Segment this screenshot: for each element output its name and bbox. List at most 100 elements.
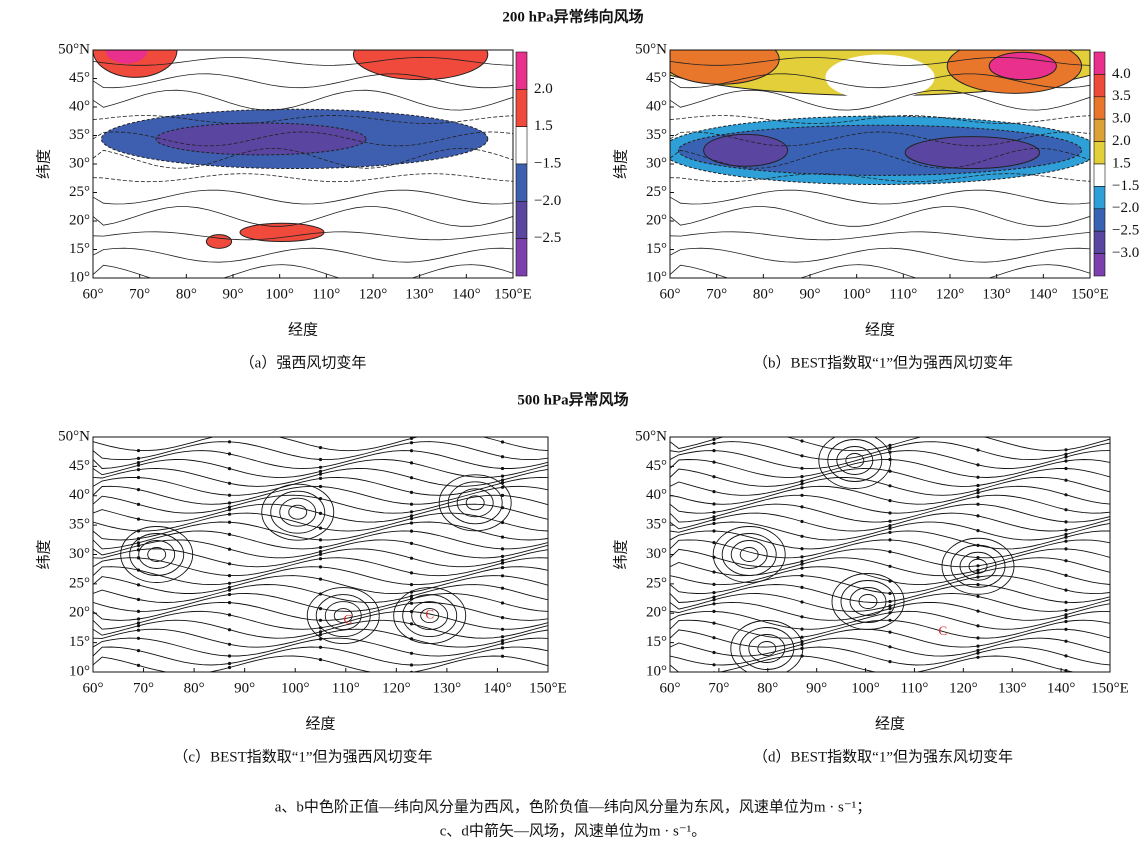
arrow-head [800, 520, 803, 523]
figure: 200 hPa异常纬向风场 500 hPa异常风场 a、b中色阶正值—纬向风分量… [0, 0, 1147, 848]
arrow-head [712, 591, 715, 594]
arrow-head [228, 521, 231, 524]
vortex [749, 635, 785, 663]
arrow-head [976, 484, 979, 487]
arrow-head [1064, 493, 1067, 496]
arrow-head [712, 602, 715, 605]
arrow-head [501, 628, 504, 631]
y-axis-label: 纬度 [612, 539, 629, 569]
x-tick-label: 130° [982, 286, 1011, 302]
arrow-head [1064, 559, 1067, 562]
colorbar-segment [516, 201, 527, 238]
colorbar-segment [516, 239, 527, 276]
x-tick-label: 150°E [494, 286, 532, 302]
arrow-head [888, 672, 891, 675]
colorbar-label: 2.0 [1112, 133, 1131, 149]
arrow-head [410, 622, 413, 625]
arrow-head [712, 610, 715, 613]
streamline [670, 540, 1110, 558]
arrow-head [228, 582, 231, 585]
arrow-head [712, 518, 715, 521]
arrow-head [800, 439, 803, 442]
x-tick-label: 130° [405, 286, 434, 302]
colorbar-segment [1094, 186, 1105, 208]
arrow-head [137, 617, 140, 620]
vortex [148, 548, 166, 562]
y-tick-label: 10° [646, 663, 667, 679]
note: a、b中色阶正值—纬向风分量为西风，色阶负值—纬向风分量为东风，风速单位为m ·… [275, 798, 872, 815]
x-tick-label: 90° [223, 286, 244, 302]
y-tick-label: 20° [646, 212, 667, 228]
y-tick-label: 25° [69, 184, 90, 200]
arrow-head [410, 583, 413, 586]
arrow-head [410, 461, 413, 464]
arrow-head [712, 598, 715, 601]
contour [670, 207, 1090, 227]
section-title: 500 hPa异常风场 [517, 390, 628, 408]
arrow-head [800, 505, 803, 508]
arrow-head [976, 656, 979, 659]
arrow-head [1064, 540, 1067, 543]
contour [670, 265, 1090, 285]
arrow-head [712, 663, 715, 666]
arrow-head [228, 513, 231, 516]
arrow-head [800, 486, 803, 489]
arrow-head [1064, 574, 1067, 577]
arrow-head [319, 477, 322, 480]
arrow-head [228, 501, 231, 504]
arrow-head [976, 495, 979, 498]
arrow-head [228, 593, 231, 596]
arrow-head [501, 642, 504, 645]
arrow-head [137, 624, 140, 627]
colorbar-label: −2.5 [1112, 223, 1139, 239]
arrow-head [888, 600, 891, 603]
caption: （b）BEST指数取“1”但为强西风切变年 [753, 354, 1013, 371]
arrow-head [800, 482, 803, 485]
arrow-head [137, 544, 140, 547]
shade [156, 123, 366, 155]
colorbar-label: −2.5 [534, 230, 561, 246]
arrow-head [319, 538, 322, 541]
arrow-head [888, 511, 891, 514]
arrow-head [228, 432, 231, 435]
arrow-head [888, 607, 891, 610]
colorbar-label: −1.5 [1112, 178, 1139, 194]
colorbar-label: 3.5 [1112, 88, 1131, 104]
shade [662, 34, 780, 84]
arrow-head [137, 583, 140, 586]
arrow-head [137, 610, 140, 613]
arrow-head [976, 564, 979, 567]
arrow-head [137, 449, 140, 452]
arrow-head [976, 448, 979, 451]
vortex [722, 534, 776, 576]
x-tick-label: 70° [129, 286, 150, 302]
x-tick-label: 90° [806, 680, 827, 696]
streamline [670, 620, 1110, 638]
y-tick-label: 10° [69, 663, 90, 679]
arrow-head [976, 463, 979, 466]
arrow-head [800, 600, 803, 603]
arrow-head [712, 438, 715, 441]
colorbar-segment [1094, 254, 1105, 276]
y-tick-label: 40° [69, 487, 90, 503]
x-tick-label: 150°E [529, 680, 567, 696]
y-tick-label: 45° [69, 70, 90, 86]
arrow-head [501, 574, 504, 577]
arrow-head [501, 601, 504, 604]
arrow-head [319, 466, 322, 469]
arrow-head [319, 473, 322, 476]
contour [93, 207, 513, 227]
arrow-head [800, 615, 803, 618]
vortex [740, 548, 758, 562]
colorbar-label: −2.0 [1112, 200, 1139, 216]
y-tick-label: 45° [69, 458, 90, 474]
x-tick-label: 70° [706, 286, 727, 302]
colorbar-label: 3.0 [1112, 111, 1131, 127]
arrow-head [228, 494, 231, 497]
arrow-head [501, 655, 504, 658]
y-tick-label: 50°N [58, 428, 90, 444]
x-tick-label: 120° [359, 286, 388, 302]
x-tick-label: 90° [234, 680, 255, 696]
arrow-head [976, 624, 979, 627]
arrow-head [712, 461, 715, 464]
